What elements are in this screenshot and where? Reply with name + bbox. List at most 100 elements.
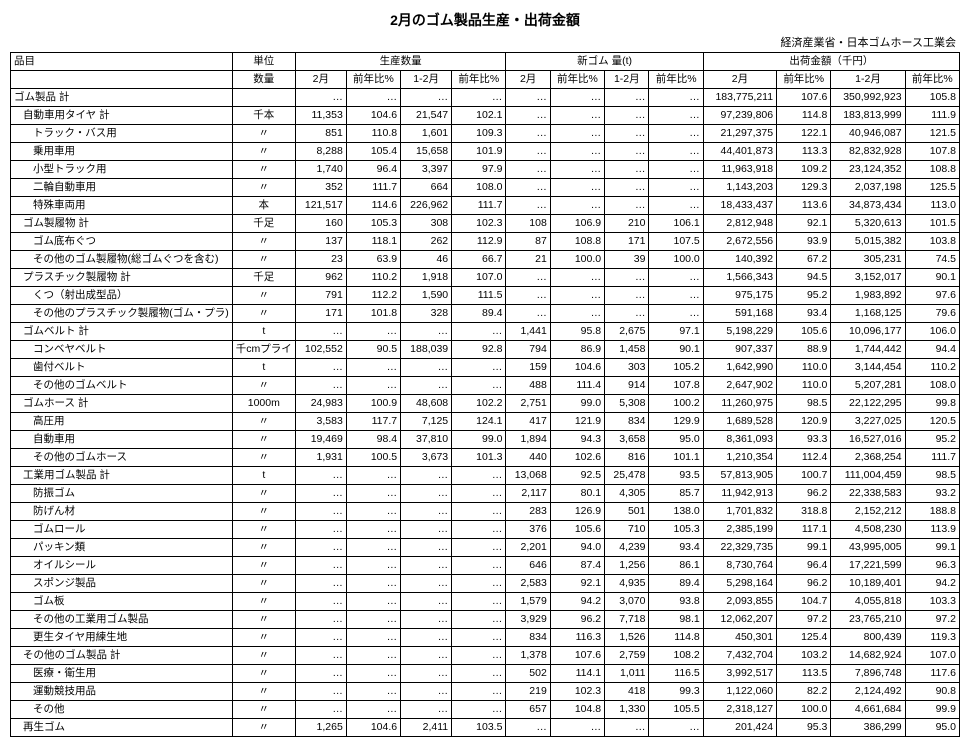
table-row: ゴム板〃…………1,57994.23,07093.82,093,855104.7… — [11, 593, 960, 611]
cell-p1: … — [295, 503, 346, 521]
cell-p2: … — [346, 377, 400, 395]
cell-s3: 5,015,382 — [831, 233, 905, 251]
row-unit: 〃 — [232, 683, 295, 701]
cell-s1: 57,813,905 — [703, 467, 776, 485]
cell-n1: 1,378 — [506, 647, 550, 665]
table-row: 再生ゴム〃1,265104.62,411103.5…………201,42495.3… — [11, 719, 960, 737]
cell-n2: 80.1 — [550, 485, 604, 503]
cell-n1: 417 — [506, 413, 550, 431]
cell-n3: 25,478 — [605, 467, 649, 485]
cell-n2: 114.1 — [550, 665, 604, 683]
cell-s1: 44,401,873 — [703, 143, 776, 161]
row-name: ゴムロール — [11, 521, 233, 539]
cell-n2: 94.0 — [550, 539, 604, 557]
table-row: コンベヤベルト千cmプライ102,55290.5188,03992.879486… — [11, 341, 960, 359]
cell-n4: 100.2 — [649, 395, 703, 413]
cell-p4: … — [452, 575, 506, 593]
cell-n1: 376 — [506, 521, 550, 539]
cell-s1: 975,175 — [703, 287, 776, 305]
cell-n2: 92.1 — [550, 575, 604, 593]
col-empty — [11, 71, 233, 89]
cell-n3: 418 — [605, 683, 649, 701]
cell-p2: … — [346, 611, 400, 629]
cell-n3: 5,308 — [605, 395, 649, 413]
cell-s2: 103.2 — [777, 647, 831, 665]
cell-s3: 16,527,016 — [831, 431, 905, 449]
cell-s3: 4,508,230 — [831, 521, 905, 539]
cell-n1: 21 — [506, 251, 550, 269]
cell-n4: 107.8 — [649, 377, 703, 395]
cell-p3: … — [401, 665, 452, 683]
cell-s3: 23,765,210 — [831, 611, 905, 629]
cell-s2: 113.6 — [777, 197, 831, 215]
row-unit: 〃 — [232, 413, 295, 431]
cell-n4: 116.5 — [649, 665, 703, 683]
cell-s4: 99.1 — [905, 539, 959, 557]
cell-n2: … — [550, 719, 604, 737]
cell-p2: … — [346, 557, 400, 575]
cell-p3: … — [401, 485, 452, 503]
table-row: ゴム製履物 計千足160105.3308102.3108106.9210106.… — [11, 215, 960, 233]
cell-n3: 1,458 — [605, 341, 649, 359]
cell-n2: 92.5 — [550, 467, 604, 485]
table-row: 特殊車両用本121,517114.6226,962111.7…………18,433… — [11, 197, 960, 215]
cell-p1: 352 — [295, 179, 346, 197]
row-name: その他のゴム製履物(総ゴムぐつを含む) — [11, 251, 233, 269]
cell-p4: 101.3 — [452, 449, 506, 467]
cell-s2: 113.5 — [777, 665, 831, 683]
table-row: トラック・バス用〃851110.81,601109.3…………21,297,37… — [11, 125, 960, 143]
row-name: その他のゴム製品 計 — [11, 647, 233, 665]
cell-n4: … — [649, 143, 703, 161]
cell-n1: 502 — [506, 665, 550, 683]
row-name: ゴム製履物 計 — [11, 215, 233, 233]
table-row: 自動車用〃19,46998.437,81099.01,89494.33,6589… — [11, 431, 960, 449]
cell-s1: 2,647,902 — [703, 377, 776, 395]
cell-s3: 5,207,281 — [831, 377, 905, 395]
cell-s2: 99.1 — [777, 539, 831, 557]
cell-s3: 3,152,017 — [831, 269, 905, 287]
cell-n3: … — [605, 305, 649, 323]
row-name: 防振ゴム — [11, 485, 233, 503]
cell-p2: 63.9 — [346, 251, 400, 269]
cell-n1: 1,441 — [506, 323, 550, 341]
cell-s1: 183,775,211 — [703, 89, 776, 107]
cell-s4: 107.0 — [905, 647, 959, 665]
cell-s3: 5,320,613 — [831, 215, 905, 233]
cell-p1: 962 — [295, 269, 346, 287]
col-item: 品目 — [11, 53, 233, 71]
cell-s3: 111,004,459 — [831, 467, 905, 485]
cell-s4: 113.0 — [905, 197, 959, 215]
cell-s4: 79.6 — [905, 305, 959, 323]
row-name: その他のゴムベルト — [11, 377, 233, 395]
cell-p1: … — [295, 377, 346, 395]
cell-s2: 97.2 — [777, 611, 831, 629]
cell-s4: 111.7 — [905, 449, 959, 467]
cell-n4: … — [649, 305, 703, 323]
col-p-feb: 2月 — [295, 71, 346, 89]
cell-n2: 86.9 — [550, 341, 604, 359]
cell-p1: … — [295, 323, 346, 341]
table-row: くつ（射出成型品）〃791112.21,590111.5…………975,1759… — [11, 287, 960, 305]
cell-s3: 3,227,025 — [831, 413, 905, 431]
cell-n2: 106.9 — [550, 215, 604, 233]
cell-n3: 1,256 — [605, 557, 649, 575]
row-unit: 〃 — [232, 179, 295, 197]
cell-p1: 23 — [295, 251, 346, 269]
cell-p3: 328 — [401, 305, 452, 323]
data-table: 品目 単位 生産数量 新ゴム 量(t) 出荷金額（千円） 数量 2月 前年比% … — [10, 52, 960, 737]
cell-p4: 66.7 — [452, 251, 506, 269]
cell-n3: 1,526 — [605, 629, 649, 647]
cell-p2: 105.3 — [346, 215, 400, 233]
row-unit: 〃 — [232, 575, 295, 593]
row-name: 小型トラック用 — [11, 161, 233, 179]
cell-p4: 107.0 — [452, 269, 506, 287]
cell-p3: 15,658 — [401, 143, 452, 161]
col-s-feb: 2月 — [703, 71, 776, 89]
cell-s1: 450,301 — [703, 629, 776, 647]
cell-p4: 108.0 — [452, 179, 506, 197]
cell-s2: 98.5 — [777, 395, 831, 413]
table-row: 防振ゴム〃…………2,11780.14,30585.711,942,91396.… — [11, 485, 960, 503]
cell-n4: 114.8 — [649, 629, 703, 647]
row-name: 自動車用タイヤ 計 — [11, 107, 233, 125]
cell-s3: 22,122,295 — [831, 395, 905, 413]
